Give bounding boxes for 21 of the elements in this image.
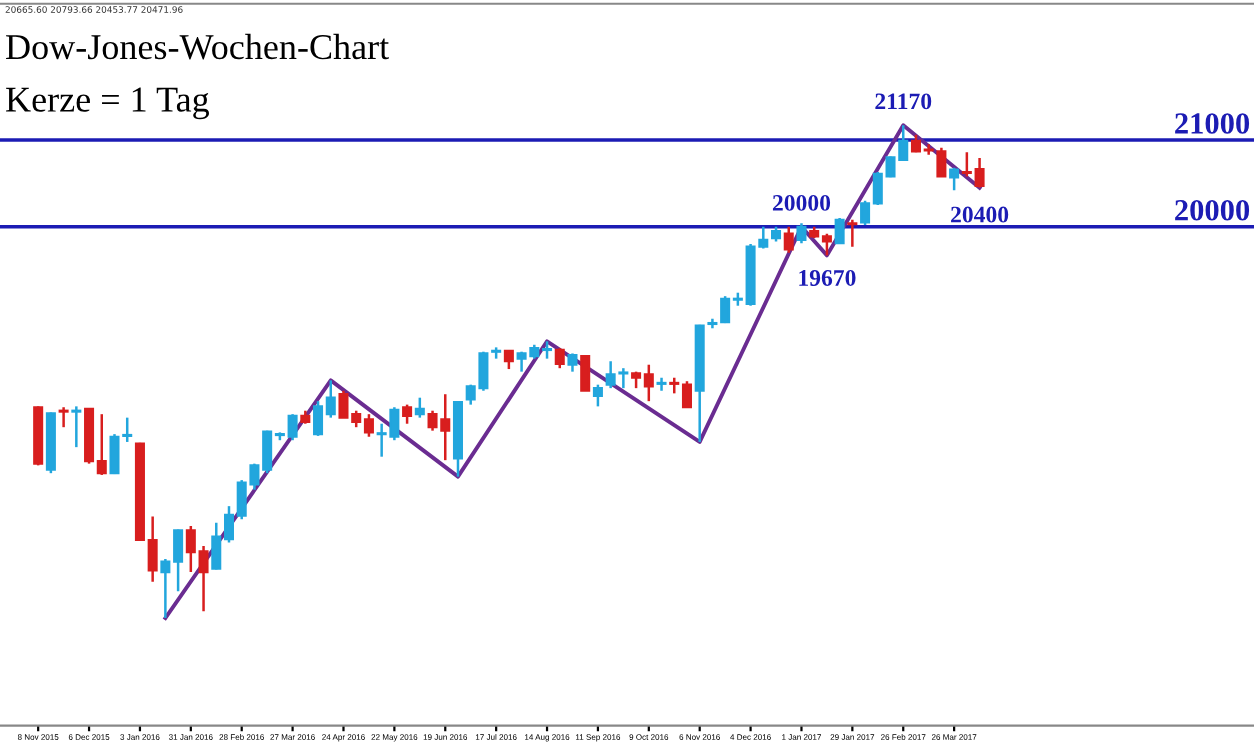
annotation: 21170	[875, 93, 932, 110]
ref-line-label: 21000	[1175, 113, 1250, 134]
candlestick	[847, 218, 858, 248]
candlestick	[796, 222, 807, 245]
text: Kerze = 1 Tag	[6, 87, 209, 120]
annotation: 20400	[951, 206, 1009, 223]
ref-line-label: 20000	[1175, 199, 1250, 221]
candlestick	[580, 354, 591, 392]
candlestick	[58, 405, 69, 429]
text: Dow-Jones-Wochen-Chart	[6, 33, 389, 60]
candlestick	[834, 216, 845, 246]
annotation: 19670	[799, 269, 856, 286]
candlestick	[402, 403, 413, 425]
candlestick	[567, 352, 578, 373]
candlestick	[71, 405, 82, 449]
candlestick	[592, 383, 603, 408]
candlestick	[656, 376, 667, 392]
candlestick	[414, 396, 425, 419]
annotation: 20000	[772, 194, 831, 211]
candlestick	[783, 225, 794, 255]
candlestick	[554, 346, 565, 370]
